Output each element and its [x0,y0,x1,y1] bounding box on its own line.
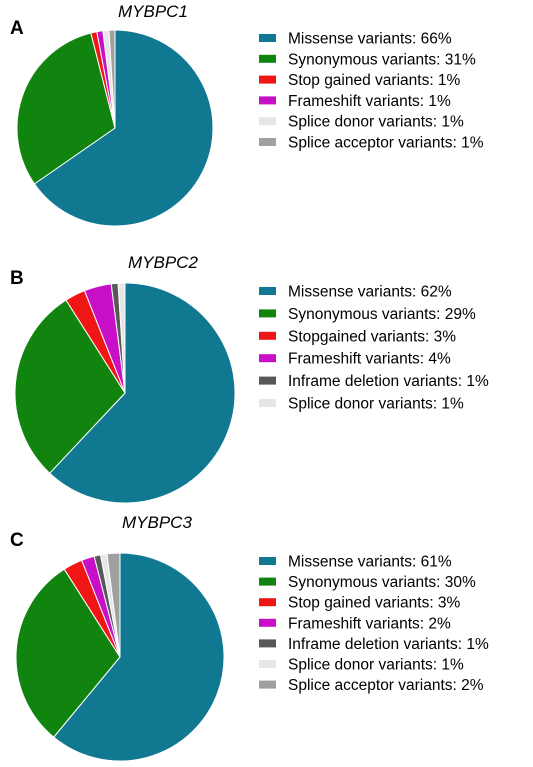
pie-slice [15,568,121,738]
panel-letter: B [10,268,24,289]
legend-swatch [259,557,276,565]
chart-title: MYBPC3 [122,513,192,532]
chart-title: MYBPC2 [128,253,198,272]
legend-swatch [259,639,276,648]
legend-label: Frameshift variants: 1% [288,93,451,110]
legend-swatch [259,138,276,146]
legend-swatch [259,287,276,295]
legend-label: Missense variants: 61% [288,554,452,571]
legend-swatch [259,680,276,689]
legend-swatch [259,117,276,126]
legend-swatch [259,331,276,340]
legend-label: Splice acceptor variants: 1% [288,135,484,152]
legend-label: Synonymous variants: 31% [288,51,476,68]
pie-slice [48,282,236,504]
legend-label: Splice donor variants: 1% [288,657,464,674]
pie-slice [117,282,126,394]
legend-swatch [259,618,276,627]
pie-slice [16,32,116,185]
legend-label: Missense variants: 62% [288,284,452,301]
legend-label: Frameshift variants: 2% [288,615,451,632]
legend-label: Inframe deletion variants: 1% [288,373,489,390]
pie-slice [14,299,126,474]
legend-label: Stopgained variants: 3% [288,328,456,345]
legend-label: Synonymous variants: 30% [288,574,476,591]
legend-label: Splice acceptor variants: 2% [288,677,484,694]
pie-panel-b: B MYBPC2 Missense variants: 62% Synonymous … [10,253,489,504]
legend-label: Missense variants: 66% [288,31,452,48]
panel-letter: A [10,18,24,39]
legend-label: Splice donor variants: 1% [288,396,464,413]
pie-panel-c: C MYBPC3 Missense variants: 61% Synonymous … [10,513,489,762]
pie-panel-a: A MYBPC1 Missense variants: 66% Synonymous … [10,2,484,227]
legend: Missense variants: 66% Synonymous variant… [259,31,484,152]
legend-label: Synonymous variants: 29% [288,306,476,323]
pie-slice [53,552,225,762]
legend-swatch [259,399,276,407]
legend-swatch [259,34,276,42]
legend-swatch [259,376,276,385]
legend-label: Inframe deletion variants: 1% [288,636,489,653]
legend-label: Frameshift variants: 4% [288,351,451,368]
legend-swatch [259,577,276,586]
chart-title: MYBPC1 [118,2,188,21]
legend: Missense variants: 62% Synonymous variant… [259,284,489,413]
legend-swatch [259,660,276,668]
legend-swatch [259,598,276,607]
legend-swatch [259,309,276,318]
pie-slice [108,29,116,129]
legend-swatch [259,354,276,363]
legend-label: Splice donor variants: 1% [288,114,464,131]
legend-swatch [259,96,276,105]
legend-swatch [259,75,276,84]
panel-letter: C [10,530,24,551]
legend-swatch [259,54,276,63]
legend-label: Stop gained variants: 3% [288,595,461,612]
legend-label: Stop gained variants: 1% [288,72,461,89]
pie-slice [33,29,214,227]
legend: Missense variants: 61% Synonymous variant… [259,554,489,694]
pie-slice [106,552,121,658]
